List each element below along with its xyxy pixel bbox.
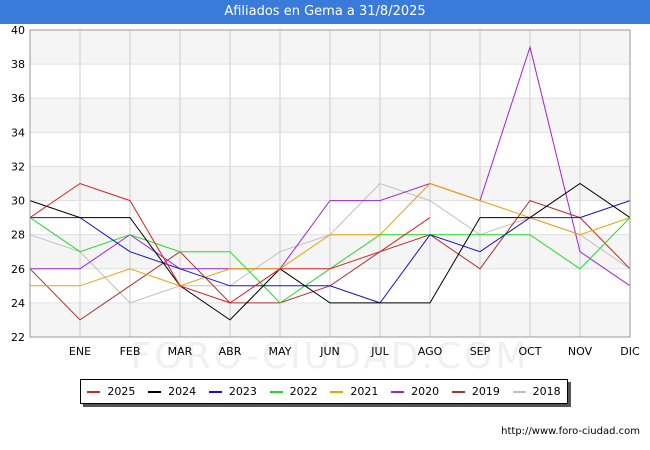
legend-label: 2023 (228, 385, 257, 398)
legend-item-2024: 2024 (148, 385, 196, 398)
x-tick-label: AGO (418, 345, 443, 358)
x-tick-label: MAR (168, 345, 193, 358)
legend-swatch (391, 390, 405, 393)
legend-label: 2025 (107, 385, 136, 398)
y-tick-label: 32 (11, 160, 25, 173)
legend-item-2021: 2021 (330, 385, 378, 398)
chart-title: Afiliados en Gema a 31/8/2025 (0, 0, 650, 24)
x-tick-label: JUL (370, 345, 389, 358)
legend-swatch (330, 390, 344, 393)
legend-item-2019: 2019 (451, 385, 500, 398)
y-tick-label: 26 (11, 263, 25, 276)
y-tick-label: 38 (11, 58, 25, 71)
x-tick-label: SEP (470, 345, 491, 358)
y-tick-label: 36 (11, 92, 25, 105)
series-line-2025 (29, 182, 431, 304)
legend-swatch (512, 390, 526, 393)
y-tick-label: 24 (11, 297, 25, 310)
x-tick-label: ABR (219, 345, 242, 358)
y-tick-label: 30 (11, 195, 25, 208)
legend-item-2020: 2020 (391, 385, 439, 398)
legend: 2025 2024 2023 2022 2021 2020 2019 2018 (80, 379, 568, 404)
y-tick-label: 34 (11, 126, 25, 139)
watermark: FORO-CIUDAD.COM (131, 336, 530, 377)
x-tick-label: FEB (120, 345, 141, 358)
legend-item-2025: 2025 (87, 385, 135, 398)
x-tick-label: ENE (69, 345, 91, 358)
plot-border (29, 29, 631, 338)
legend-swatch (208, 390, 222, 393)
legend-swatch (269, 390, 283, 393)
legend-swatch (148, 390, 162, 393)
x-tick-label: JUN (319, 345, 340, 358)
legend-label: 2019 (471, 385, 500, 398)
y-tick-label: 28 (11, 229, 25, 242)
y-tick-label: 22 (11, 331, 25, 344)
x-tick-label: OCT (518, 345, 541, 358)
x-tick-label: NOV (568, 345, 593, 358)
legend-label: 2020 (411, 385, 440, 398)
series-line-2024 (29, 182, 631, 321)
x-tick-label: DIC (620, 345, 640, 358)
x-tick-label: MAY (269, 345, 292, 358)
legend-label: 2022 (289, 385, 318, 398)
legend-item-2018: 2018 (512, 385, 561, 398)
legend-item-2023: 2023 (208, 385, 257, 398)
legend-item-2022: 2022 (269, 385, 318, 398)
legend-swatch (87, 390, 101, 393)
y-tick-label: 40 (11, 24, 25, 37)
legend-swatch (451, 390, 465, 393)
source-url: http://www.foro-ciudad.com (501, 426, 640, 437)
legend-label: 2018 (532, 385, 561, 398)
legend-label: 2021 (350, 385, 379, 398)
legend-label: 2024 (168, 385, 197, 398)
